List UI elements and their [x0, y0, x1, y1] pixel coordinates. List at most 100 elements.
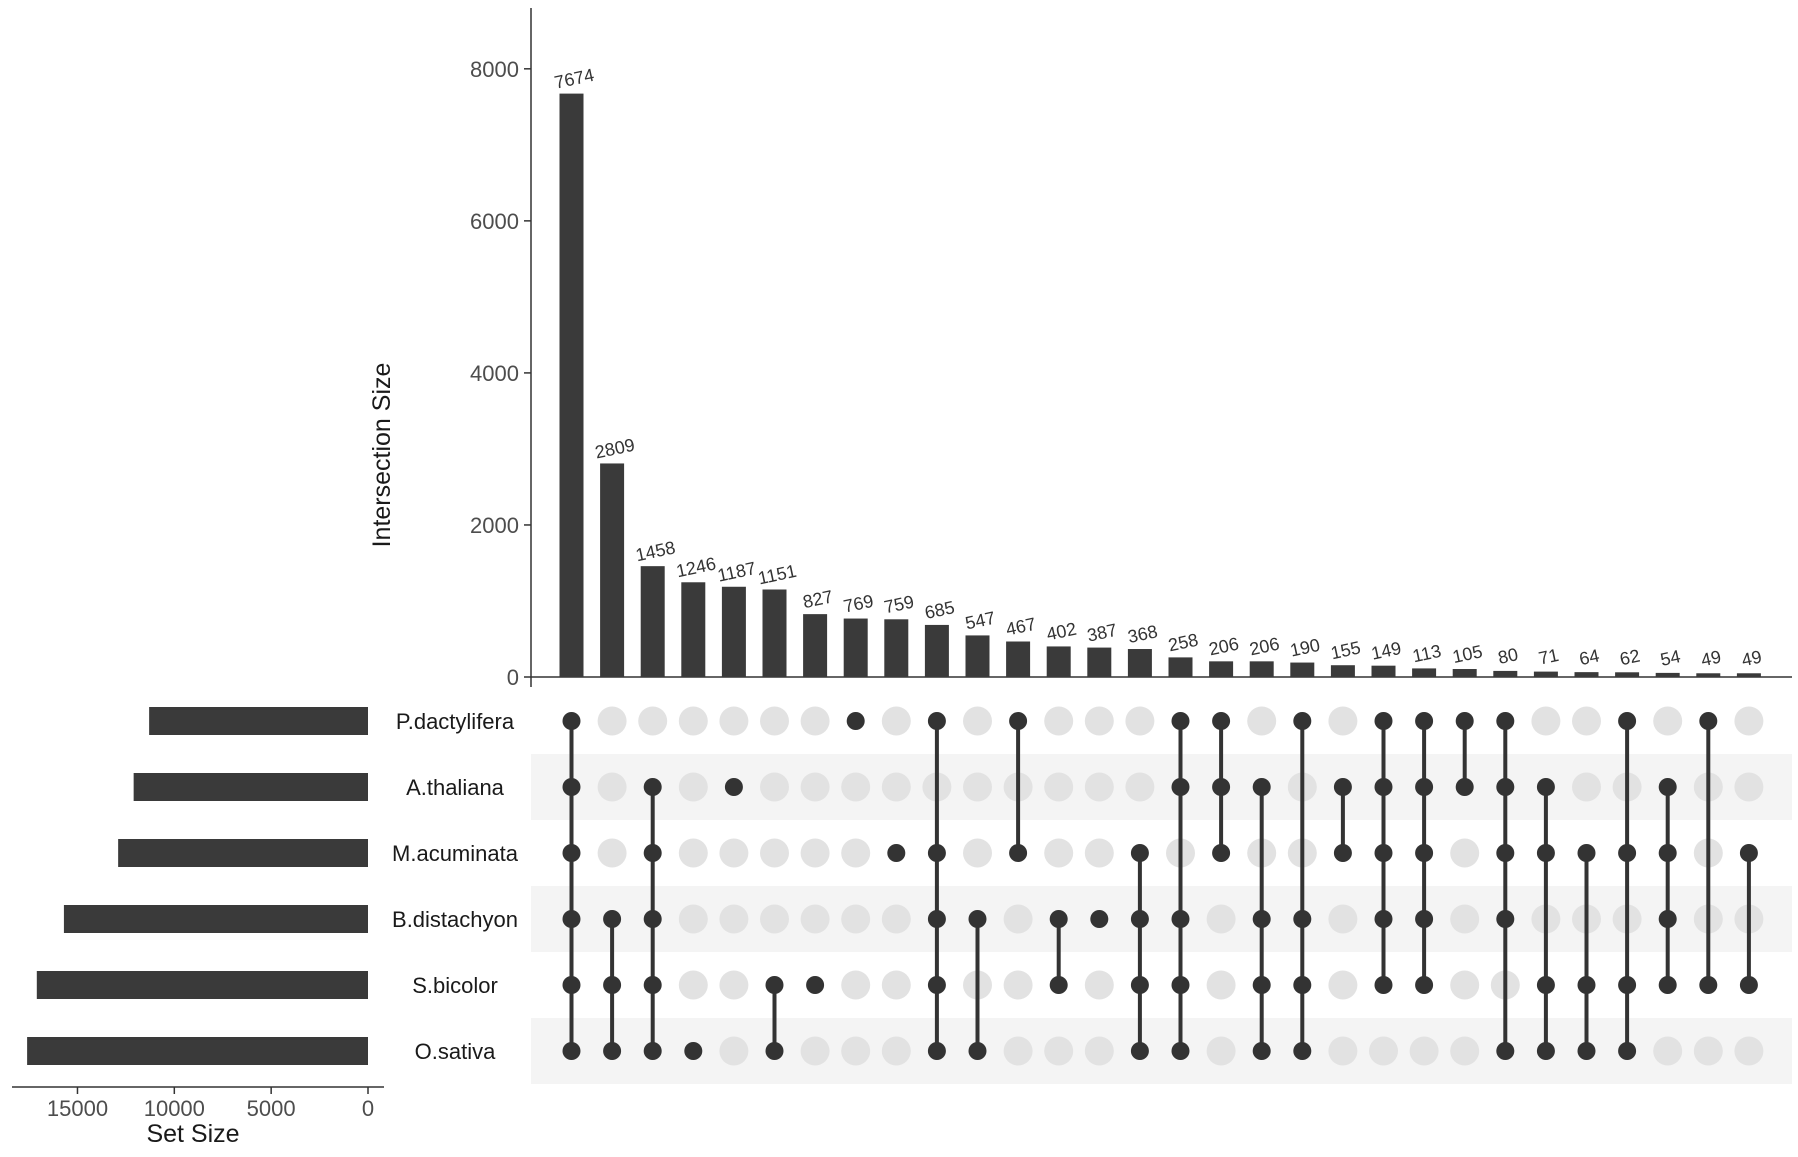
- intersection-bar: [1209, 661, 1234, 677]
- set-name-label: M.acuminata: [392, 841, 519, 866]
- matrix-dot-inactive: [881, 904, 911, 934]
- matrix-dot-inactive: [1206, 970, 1236, 1000]
- matrix-dot-active: [562, 712, 581, 730]
- matrix-dot-active: [846, 712, 865, 730]
- intersection-bar-label: 64: [1577, 645, 1601, 669]
- intersection-bar: [965, 635, 990, 677]
- matrix-dot-active: [562, 1042, 581, 1060]
- matrix-dot-active: [643, 976, 662, 994]
- matrix-dot-inactive: [719, 1036, 749, 1066]
- matrix-dot-active: [1009, 844, 1028, 862]
- matrix-dot-active: [1496, 1042, 1515, 1060]
- matrix-dot-active: [1577, 976, 1596, 994]
- matrix-dot-inactive: [1653, 1036, 1683, 1066]
- matrix-dot-inactive: [719, 706, 749, 736]
- matrix-dot-inactive: [1450, 1036, 1480, 1066]
- matrix-dot-active: [927, 712, 946, 730]
- y-tick-label: 0: [507, 665, 519, 690]
- intersection-bar-label: 685: [923, 597, 957, 623]
- y-tick-label: 8000: [470, 57, 519, 82]
- matrix-dot-inactive: [841, 772, 871, 802]
- intersection-bar: [1330, 665, 1355, 677]
- intersection-bar: [1046, 646, 1071, 677]
- matrix-dot-active: [1496, 844, 1515, 862]
- intersection-bar-label: 759: [882, 592, 916, 618]
- matrix-dot-inactive: [1734, 1036, 1764, 1066]
- matrix-dot-inactive: [719, 970, 749, 1000]
- intersection-bar-label: 258: [1166, 630, 1200, 656]
- intersection-bar: [681, 582, 706, 677]
- matrix-dot-inactive: [841, 838, 871, 868]
- matrix-dot-active: [1009, 712, 1028, 730]
- intersection-bar-label: 368: [1126, 621, 1160, 647]
- matrix-dot-active: [927, 976, 946, 994]
- matrix-dot-inactive: [800, 838, 830, 868]
- matrix-dot-active: [603, 976, 622, 994]
- matrix-dot-active: [1252, 976, 1271, 994]
- intersection-bar: [1452, 669, 1477, 677]
- matrix-dot-active: [562, 778, 581, 796]
- intersection-bar-label: 105: [1451, 641, 1485, 667]
- matrix-dot-active: [1171, 712, 1190, 730]
- matrix-dot-active: [1618, 1042, 1637, 1060]
- matrix-dot-active: [1536, 844, 1555, 862]
- matrix-dot-active: [1212, 778, 1231, 796]
- intersection-bar-label: 467: [1004, 614, 1038, 640]
- matrix-dot-inactive: [1125, 706, 1155, 736]
- matrix-dot-active: [968, 1042, 987, 1060]
- matrix-dot-inactive: [1653, 706, 1683, 736]
- matrix-dot-active: [1415, 712, 1434, 730]
- matrix-dot-active: [1293, 1042, 1312, 1060]
- set-name-labels: P.dactylifera A.thaliana M.acuminata B.dist…: [392, 709, 519, 1064]
- intersection-bar-label: 54: [1659, 646, 1683, 670]
- intersection-bar-label: 80: [1496, 644, 1520, 668]
- matrix-dot-active: [1212, 712, 1231, 730]
- matrix-dot-inactive: [1450, 904, 1480, 934]
- intersection-bar: [1533, 671, 1558, 677]
- set-size-bar: [149, 707, 368, 735]
- matrix-dot-inactive: [760, 706, 789, 736]
- matrix-dot-active: [562, 910, 581, 928]
- matrix-dot-active: [1415, 976, 1434, 994]
- intersection-bar-label: 71: [1537, 645, 1561, 669]
- matrix-dot-active: [1212, 844, 1231, 862]
- intersection-bar-label: 1151: [756, 561, 798, 589]
- intersection-bar: [1290, 662, 1315, 677]
- matrix-dot-active: [1618, 976, 1637, 994]
- intersection-bar: [803, 614, 828, 677]
- matrix-dot-active: [1293, 976, 1312, 994]
- matrix-dot-active: [927, 844, 946, 862]
- set-size-bar: [118, 839, 368, 867]
- intersection-bar-label: 2809: [593, 435, 636, 463]
- matrix-dot-inactive: [1369, 1036, 1398, 1066]
- matrix-dot-active: [1455, 712, 1474, 730]
- matrix-dot-active: [1171, 976, 1190, 994]
- set-size-tick-label: 15000: [47, 1096, 108, 1121]
- matrix-dot-inactive: [1450, 838, 1480, 868]
- matrix-dot-active: [643, 778, 662, 796]
- matrix-dot-inactive: [881, 1036, 911, 1066]
- matrix-dot-active: [1090, 910, 1109, 928]
- matrix-dot-active: [1658, 976, 1677, 994]
- matrix-dot-inactive: [1328, 1036, 1358, 1066]
- intersection-bar: [843, 618, 868, 677]
- matrix-dot-inactive: [1125, 772, 1155, 802]
- y-tick-label: 4000: [470, 361, 519, 386]
- matrix-dot-active: [1415, 910, 1434, 928]
- y-tick-label: 6000: [470, 209, 519, 234]
- matrix-dot-inactive: [1450, 970, 1480, 1000]
- matrix-dot-active: [1618, 712, 1637, 730]
- intersection-bar-label: 206: [1248, 634, 1282, 660]
- matrix-dot-active: [1333, 778, 1352, 796]
- intersection-bar: [1493, 670, 1518, 677]
- matrix-dot-inactive: [1084, 838, 1114, 868]
- matrix-dot-active: [1293, 712, 1312, 730]
- matrix-dot-active: [1171, 778, 1190, 796]
- intersection-bar: [600, 463, 625, 677]
- matrix-dot-inactive: [1206, 904, 1236, 934]
- matrix-dot-active: [1130, 976, 1149, 994]
- matrix-dot-active: [562, 976, 581, 994]
- intersection-bar: [1371, 665, 1396, 677]
